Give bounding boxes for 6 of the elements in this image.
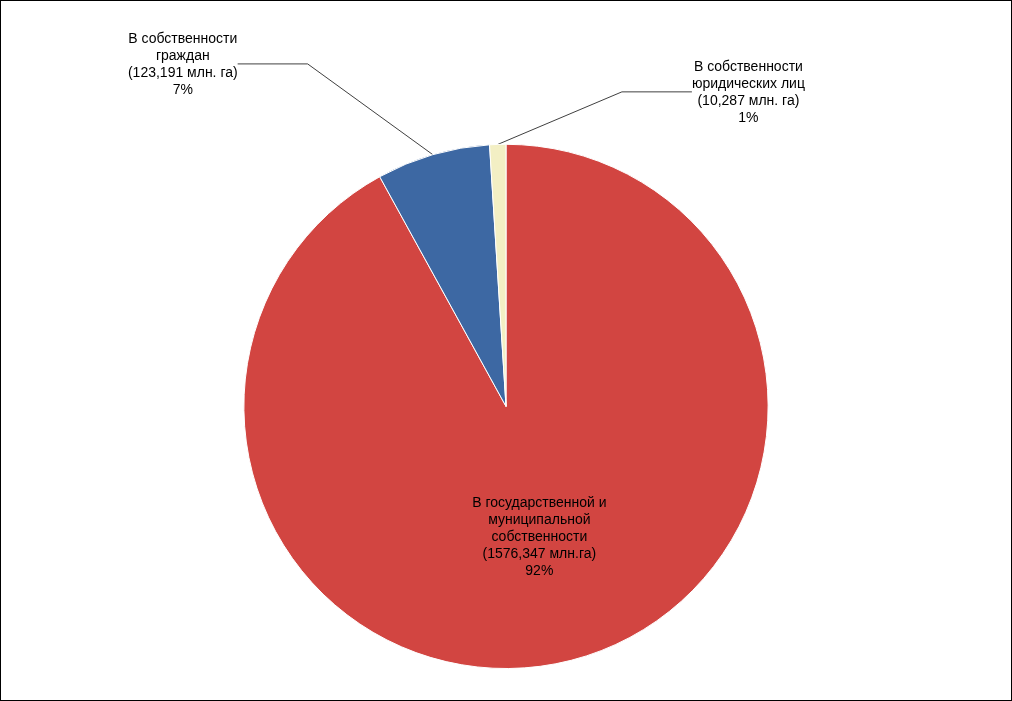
data-label: (1576,347 млн.га) 92% bbox=[482, 545, 597, 579]
data-label: (10,287 млн. га) 1% bbox=[697, 92, 800, 126]
slice-label: В государственной и муниципальной собственности bbox=[472, 494, 607, 545]
slice-label: В собственности юридических лиц bbox=[691, 58, 805, 92]
slice-label: В собственности граждан bbox=[128, 30, 238, 64]
data-label: (123,191 млн. га) 7% bbox=[127, 64, 238, 98]
